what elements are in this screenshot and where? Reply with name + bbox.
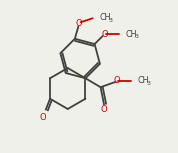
Text: 3: 3	[146, 81, 150, 86]
Text: O: O	[40, 113, 46, 122]
Text: O: O	[101, 30, 108, 39]
Text: O: O	[101, 105, 108, 114]
Text: O: O	[76, 19, 83, 28]
Text: 3: 3	[108, 18, 112, 23]
Text: 3: 3	[134, 34, 138, 39]
Text: CH: CH	[100, 13, 111, 22]
Text: CH: CH	[126, 30, 137, 39]
Text: O: O	[113, 76, 120, 85]
Text: CH: CH	[138, 76, 149, 85]
